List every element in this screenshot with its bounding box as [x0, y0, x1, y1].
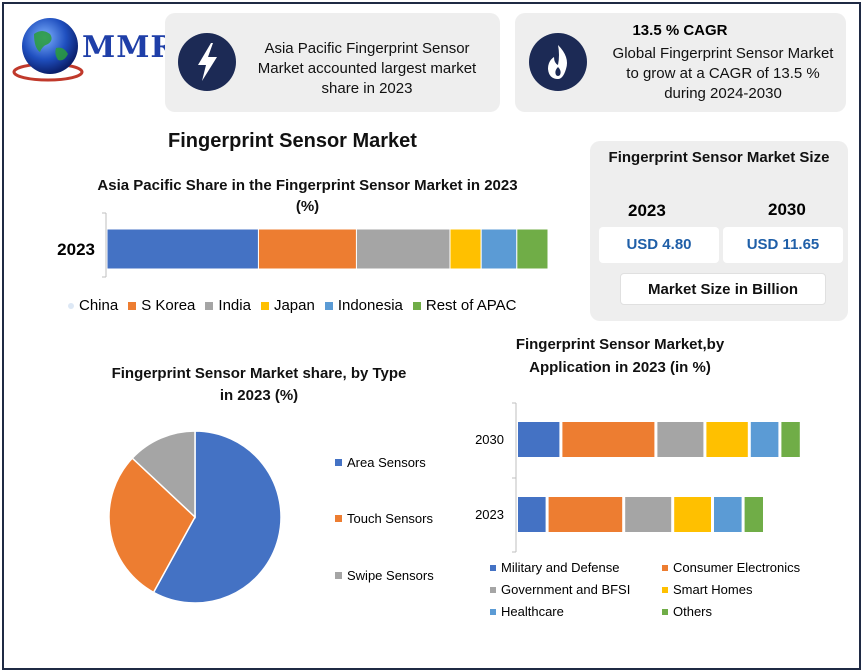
chart1-title: Asia Pacific Share in the Fingerprint Se…: [97, 177, 518, 215]
chart2-title: Fingerprint Sensor Market share, by Type…: [111, 365, 407, 404]
value-2023: USD 4.80: [599, 227, 719, 263]
value-2030: USD 11.65: [723, 227, 843, 263]
pie-legend-area-sensors: Area Sensors: [335, 455, 426, 470]
legend-swatch: [324, 301, 333, 310]
legend-india: India: [205, 297, 251, 314]
market-size-title: Fingerprint Sensor Market Size: [608, 149, 830, 166]
legend-label: Swipe Sensors: [347, 568, 434, 583]
legend-label: Smart Homes: [673, 582, 753, 597]
app-legend-others: Others: [662, 604, 712, 619]
main-title: Fingerprint Sensor Market: [168, 130, 417, 152]
slice-touch-sensors: [108, 457, 196, 594]
cagr-title: 13.5 % CAGR: [632, 22, 728, 39]
market-size-unit: Market Size in Billion: [620, 273, 826, 305]
legend-swatch: [68, 302, 74, 309]
category-label-2023: 2023: [475, 507, 504, 522]
region-card: Asia Pacific Fingerprint Sensor Market a…: [165, 13, 500, 112]
app-legend-healthcare: Healthcare: [490, 604, 564, 619]
legend-japan: Japan: [260, 297, 315, 314]
bar-2030-government-and-bfsi: [657, 422, 704, 457]
app-legend-smart-homes: Smart Homes: [662, 582, 752, 597]
legend-swatch: [490, 586, 496, 593]
legend-swatch: [662, 586, 668, 593]
logo-text: MMR: [82, 30, 177, 65]
legend-swatch: [260, 301, 269, 310]
legend-label: Indonesia: [337, 297, 403, 314]
bar-2030-others: [781, 422, 800, 457]
bar-2023-smart-homes: [674, 497, 711, 532]
bar-2030-healthcare: [750, 422, 779, 457]
mmr-logo: MMR: [10, 12, 175, 84]
application-chart: 2030 2023: [475, 402, 800, 553]
legend-swatch: [490, 564, 496, 571]
app-legend-consumer-electronics: Consumer Electronics: [662, 560, 800, 575]
cagr-card-text: Global Fingerprint Sensor Market to grow…: [612, 45, 834, 102]
slice-swipe-sensors: [131, 430, 196, 519]
legend-label: Touch Sensors: [347, 511, 433, 526]
legend-china: China: [68, 297, 118, 314]
legend-s-korea: S Korea: [128, 297, 195, 314]
bar-china: [106, 228, 259, 270]
cagr-card: 13.5 % CAGR Global Fingerprint Sensor Ma…: [515, 13, 846, 112]
legend-swatch: [490, 608, 496, 615]
bar-japan: [449, 228, 482, 270]
legend-swatch: [662, 608, 668, 615]
region-card-text: Asia Pacific Fingerprint Sensor Market a…: [257, 40, 477, 97]
app-legend-government-and-bfsi: Government and BFSI: [490, 582, 630, 597]
legend-label: Military and Defense: [501, 560, 620, 575]
legend-rest-of-apac: Rest of APAC: [412, 297, 517, 314]
legend-label: Consumer Electronics: [673, 560, 801, 575]
pie-legend-swipe-sensors: Swipe Sensors: [335, 568, 434, 583]
bar-2030-consumer-electronics: [562, 422, 655, 457]
year-2030-label: 2030: [768, 200, 806, 219]
legend-label: Area Sensors: [347, 455, 426, 470]
legend-label: S Korea: [141, 297, 196, 314]
legend-swatch: [335, 515, 342, 522]
category-label-2030: 2030: [475, 432, 504, 447]
legend-swatch: [335, 459, 342, 466]
bar-2023-others: [744, 497, 763, 532]
bar-india: [355, 228, 451, 270]
app-legend-military-and-defense: Military and Defense: [490, 560, 620, 575]
pie-legend-touch-sensors: Touch Sensors: [335, 511, 433, 526]
legend-label: Others: [673, 604, 713, 619]
legend-label: India: [218, 297, 251, 314]
year-2023-label: 2023: [628, 201, 666, 220]
legend-swatch: [335, 572, 342, 579]
legend-swatch: [412, 301, 421, 310]
bar-2030-smart-homes: [706, 422, 748, 457]
bar-2023-military-and-defense: [518, 497, 546, 532]
flame-icon: [529, 33, 587, 91]
legend-swatch: [662, 564, 668, 571]
apac-share-chart: 2023: [57, 212, 549, 278]
legend-label: Rest of APAC: [425, 297, 517, 314]
bar-2023-consumer-electronics: [548, 497, 623, 532]
legend-label: Japan: [273, 297, 315, 314]
legend-indonesia: Indonesia: [324, 297, 403, 314]
legend-swatch: [205, 301, 214, 310]
bar-rest-of-apac: [516, 228, 549, 270]
chart3-title: Fingerprint Sensor Market,by Application…: [515, 336, 725, 376]
bar-2023-healthcare: [714, 497, 742, 532]
lightning-icon: [178, 33, 236, 91]
chart1-legend: China S Korea India Japan Indonesia Rest of A…: [68, 297, 526, 314]
bar-indonesia: [480, 228, 518, 270]
slice-area-sensors: [152, 430, 282, 604]
bar-s-korea: [257, 228, 357, 270]
legend-label: China: [79, 297, 119, 314]
bar-2030-military-and-defense: [518, 422, 560, 457]
globe-icon: [12, 18, 84, 82]
legend-swatch: [128, 301, 137, 310]
market-size-panel: Fingerprint Sensor Market Size 2023 2030…: [590, 141, 848, 321]
chart1-category-label: 2023: [57, 240, 95, 259]
bar-2023-government-and-bfsi: [625, 497, 672, 532]
type-pie-chart: [108, 430, 282, 604]
legend-label: Healthcare: [501, 604, 564, 619]
legend-label: Government and BFSI: [501, 582, 631, 597]
